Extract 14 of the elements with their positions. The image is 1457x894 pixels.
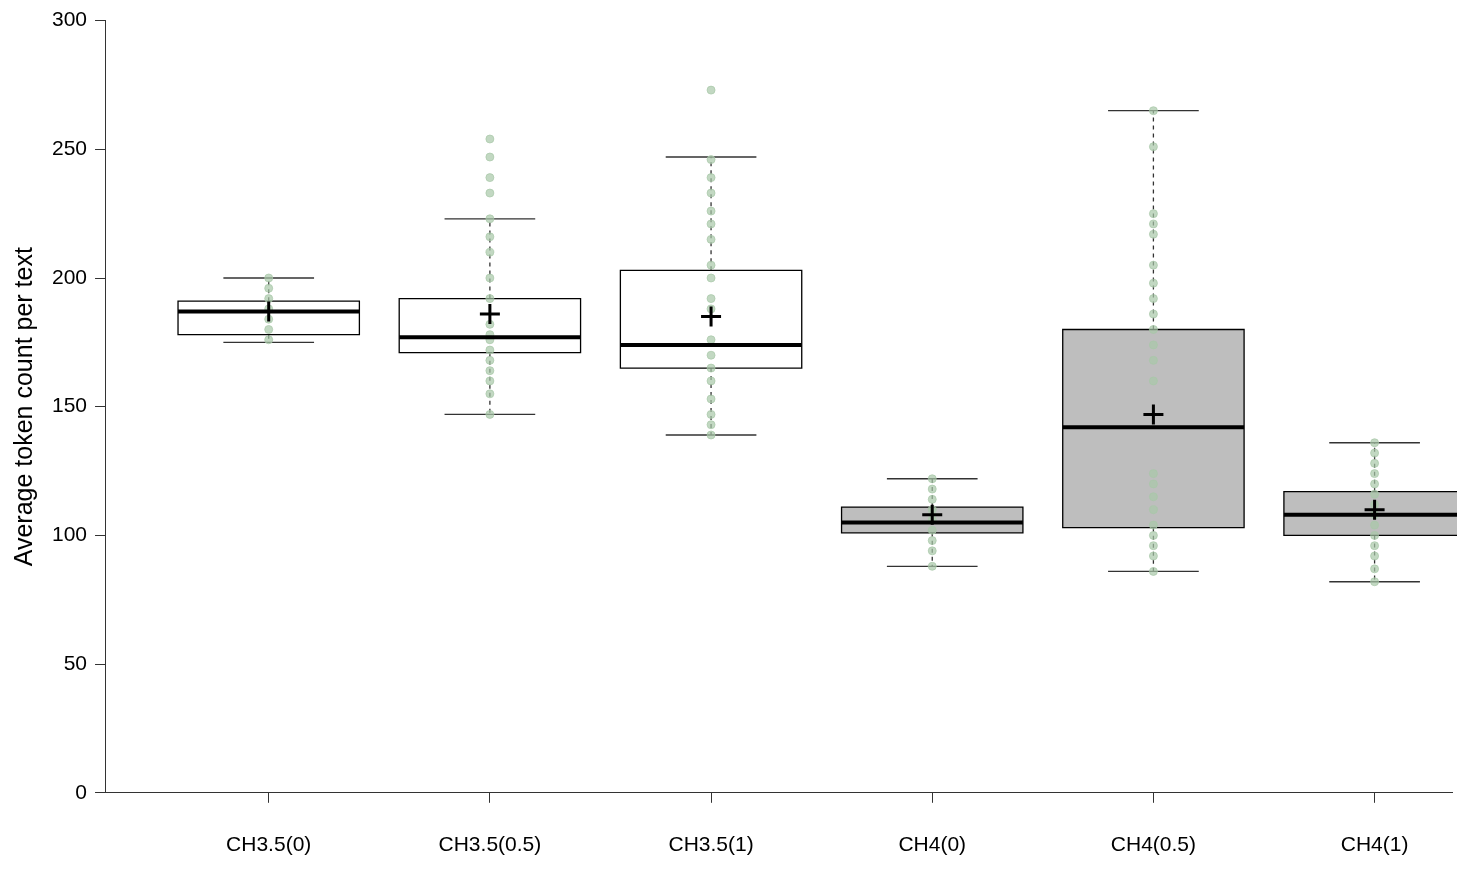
y-tick-label: 50 — [63, 650, 88, 674]
y-tick-label: 0 — [75, 779, 88, 803]
x-tick-label: CH3.5(0) — [226, 832, 312, 856]
x-tick-label: CH4(0) — [898, 832, 967, 856]
x-tick-label: CH3.5(1) — [668, 832, 754, 856]
y-axis-title: Average token count per text — [8, 247, 37, 567]
y-tick-label: 200 — [51, 264, 88, 288]
x-tick-label: CH3.5(0.5) — [438, 832, 542, 856]
x-tick-label: CH4(0.5) — [1110, 832, 1197, 856]
y-tick-label: 150 — [51, 393, 88, 417]
y-tick-label: 250 — [51, 136, 88, 160]
x-tick-label: CH4(1) — [1340, 832, 1409, 856]
y-tick-label: 300 — [51, 7, 88, 31]
y-tick-label: 100 — [51, 522, 88, 546]
